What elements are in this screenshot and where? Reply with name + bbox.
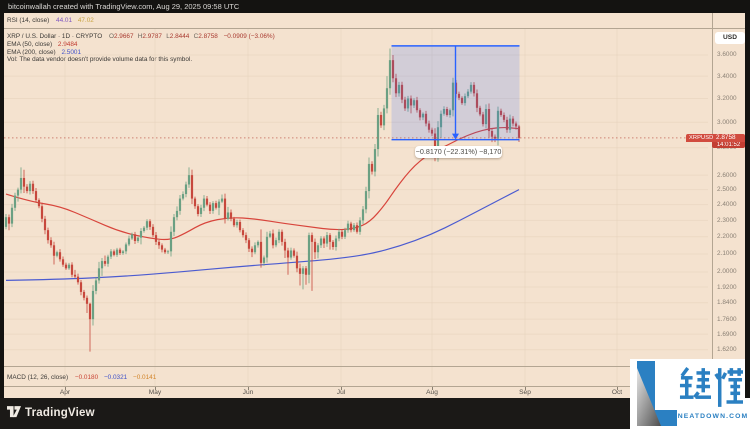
time-axis-label-jun: Jun	[242, 389, 254, 396]
tradingview-brand-text[interactable]: TradingView	[25, 407, 95, 419]
macd-histogram-value: −0.0180	[74, 373, 99, 381]
left-border-strip	[0, 13, 4, 398]
time-axis-label-sep: Sep	[519, 389, 531, 396]
time-axis-tick	[525, 386, 526, 390]
time-axis-tick	[248, 386, 249, 390]
watermark-domain-text: NEATDOWN.COM	[677, 413, 749, 420]
time-axis-tick	[65, 386, 66, 390]
chart-area[interactable]: RSI (14, close) 44.01 47.02 XRP / U.S. D…	[4, 13, 745, 398]
price-plot[interactable]	[4, 13, 745, 398]
watermark-box: NEATDOWN.COM	[630, 359, 750, 429]
price-tick-label: 2.6000	[717, 171, 737, 179]
attribution-text: bitcoinwallah created with TradingView.c…	[8, 2, 240, 11]
watermark-cjk-text	[679, 367, 743, 407]
measure-tool-label[interactable]: −0.8170 (−22.31%) −8,170	[415, 146, 502, 158]
price-tick-label: 3.2000	[717, 94, 737, 102]
ema50-label: EMA (50, close)	[7, 41, 53, 48]
time-axis-label-oct: Oct	[611, 389, 623, 396]
price-tick-label: 3.4000	[717, 72, 737, 80]
price-tick-label: 1.8400	[717, 299, 737, 307]
right-border-strip	[745, 13, 750, 398]
ema50-legend[interactable]: EMA (50, close) 2.9484	[7, 41, 77, 48]
footer-bar: TradingView	[0, 398, 750, 429]
ohlc-high: H2.9787	[137, 33, 162, 40]
price-tick-label: 2.2000	[717, 233, 737, 241]
price-tick-label: 2.5000	[717, 186, 737, 194]
volume-note: Vol: The data vendor doesn't provide vol…	[7, 56, 193, 64]
ema200-legend[interactable]: EMA (200, close) 2.5001	[7, 49, 81, 56]
macd-legend[interactable]: MACD (12, 26, close) −0.0180 −0.0321 −0.…	[7, 374, 156, 381]
ema200-value: 2.5001	[61, 48, 81, 56]
badge-price: 2.8758	[716, 133, 736, 141]
price-tick-label: 1.6200	[717, 346, 737, 354]
symbol-legend[interactable]: XRP / U.S. Dollar · 1D · CRYPTO O2.9667 …	[7, 33, 275, 40]
time-axis-tick	[155, 386, 156, 390]
price-tick-label: 2.4000	[717, 201, 737, 209]
price-tick-label: 2.1000	[717, 250, 737, 258]
badge-symbol: XRPUSD	[689, 134, 714, 141]
symbol-title: XRP / U.S. Dollar · 1D · CRYPTO	[7, 33, 103, 40]
time-axis-label-jul: Jul	[336, 389, 346, 396]
rsi-value: 44.01	[56, 17, 73, 24]
rsi-legend[interactable]: RSI (14, close) 44.01 47.02	[7, 17, 94, 24]
time-axis-tick	[617, 386, 618, 390]
pane-divider-main[interactable]	[4, 366, 745, 367]
tradingview-logo-icon[interactable]	[7, 406, 21, 419]
time-axis-tick	[341, 386, 342, 390]
rsi-label: RSI (14, close)	[7, 17, 50, 24]
ohlc-open: O2.9667	[108, 33, 134, 40]
time-axis-tick	[432, 386, 433, 390]
ohlc-close: C2.8758	[193, 33, 218, 40]
macd-signal-value: −0.0141	[133, 373, 157, 381]
pane-divider-macd[interactable]	[4, 386, 745, 387]
watermark-logo-icon	[637, 361, 677, 426]
price-tick-label: 1.7600	[717, 315, 737, 323]
time-axis-label-apr: Apr	[59, 389, 71, 396]
ema50-value: 2.9484	[57, 41, 78, 48]
price-tick-label: 3.0000	[717, 118, 737, 126]
currency-toggle-button[interactable]: USD	[715, 32, 745, 44]
price-tick-label: 2.3000	[717, 216, 737, 224]
ohlc-low: L2.8444	[166, 33, 190, 40]
ohlc-change: −0.0909 (−3.06%)	[223, 33, 275, 40]
price-axis-separator	[712, 13, 713, 398]
time-axis-label-may: May	[148, 389, 162, 396]
countdown-timer: 14:01:52	[712, 141, 745, 149]
macd-label: MACD (12, 26, close)	[7, 373, 69, 381]
badge-price-row: XRPUSD 2.8758	[686, 133, 745, 142]
price-tick-label: 3.6000	[717, 51, 737, 59]
attribution-bar: bitcoinwallah created with TradingView.c…	[0, 0, 750, 13]
macd-line-value: −0.0321	[103, 373, 128, 381]
time-axis-label-aug: Aug	[426, 389, 438, 396]
price-tick-label: 1.9200	[717, 283, 737, 291]
price-tick-label: 1.6900	[717, 330, 737, 338]
price-tick-label: 2.0000	[717, 268, 737, 276]
ema200-label: EMA (200, close)	[7, 48, 56, 56]
rsi-ma-value: 47.02	[77, 17, 94, 24]
pane-divider-rsi[interactable]	[4, 28, 745, 29]
